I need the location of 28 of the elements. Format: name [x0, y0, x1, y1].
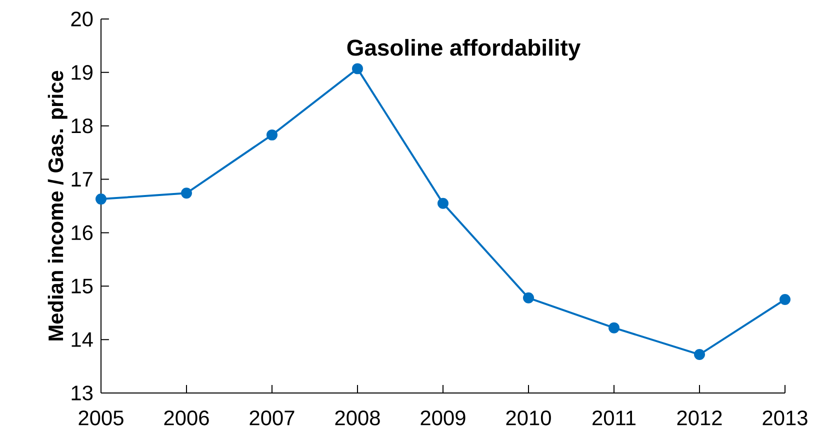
point [608, 322, 620, 334]
x-tick-label: 2008 [335, 410, 380, 426]
x-tick-label: 2009 [420, 410, 466, 426]
x-tick-label: 2007 [250, 410, 294, 426]
x-tick-label: 2013 [762, 410, 808, 426]
y-axis-title: Median income / Gas. price [48, 70, 68, 340]
x-tick-label: 2005 [78, 410, 124, 426]
y-tick-label: 18 [72, 118, 93, 134]
y-tick-label: 16 [72, 225, 93, 240]
text: Gasoline affordability [347, 38, 581, 60]
point [523, 292, 534, 304]
point [694, 349, 706, 360]
x-tick-label: 2006 [164, 410, 209, 426]
x-tick-label: 2010 [506, 410, 551, 426]
y-tick-label: 20 [71, 12, 93, 26]
point [780, 294, 791, 305]
point [352, 63, 363, 74]
y-tick-label: 15 [72, 278, 93, 294]
point [96, 194, 106, 205]
x-tick-label: 2012 [677, 410, 722, 426]
y-tick-label: 17 [72, 172, 92, 186]
y-tick-label: 19 [72, 65, 92, 80]
point [438, 198, 449, 209]
point [266, 129, 278, 140]
x-tick-label: 2011 [592, 410, 636, 426]
point [181, 188, 192, 199]
y-tick-label: 14 [72, 332, 93, 347]
y-tick-label: 13 [72, 386, 93, 400]
